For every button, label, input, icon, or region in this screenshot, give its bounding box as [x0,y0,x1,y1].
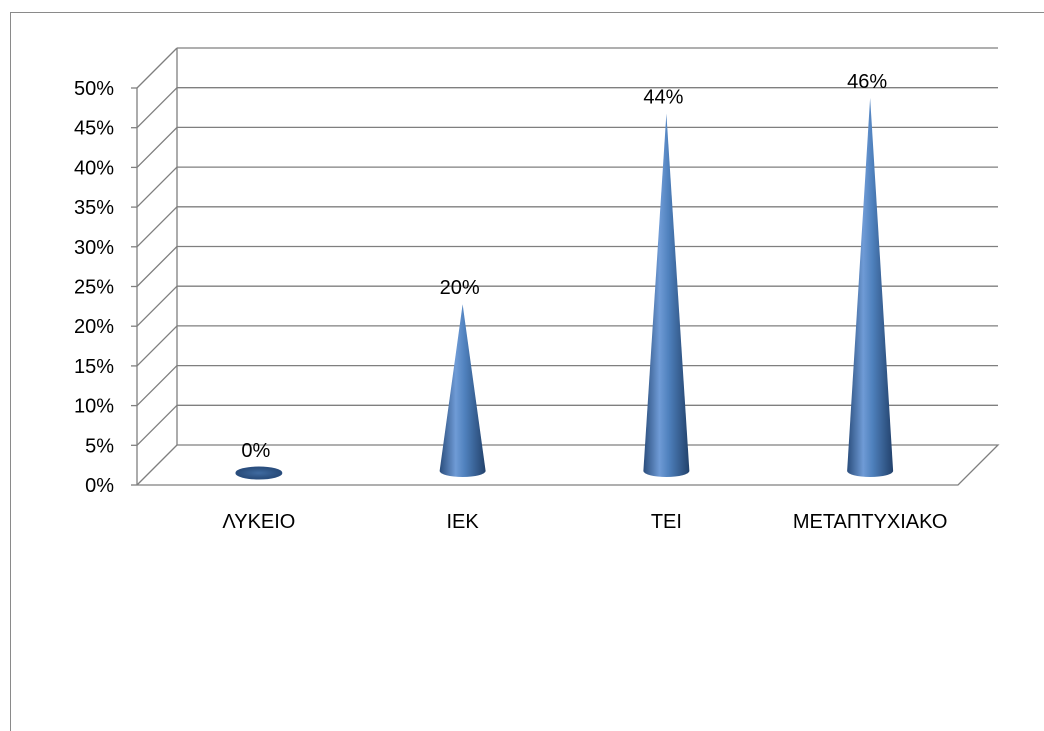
side-wall-line [136,325,178,367]
y-tick-label: 30% [74,237,114,259]
side-wall-line [136,87,178,129]
x-category-label: ΜΕΤΑΠΤΥΧΙΑΚΟ [793,511,948,533]
cone-bar [439,304,486,477]
y-tick-label: 40% [74,157,114,179]
y-tick-label: 45% [74,118,114,140]
x-category-label: ΙΕΚ [447,511,480,533]
side-wall-line [136,246,178,287]
data-label: 0% [241,440,270,462]
x-category-label: ΛΥΚΕΙΟ [222,511,295,533]
cone-bar [643,113,690,477]
cone-bar [847,97,894,477]
side-wall-line [136,444,178,486]
y-tick-label: 50% [74,78,114,100]
side-wall-line [136,404,178,446]
y-tick-label: 0% [85,475,114,497]
side-wall-line [136,206,178,248]
y-tick-label: 20% [74,316,114,338]
side-wall-line [136,365,178,407]
data-label: 20% [440,277,480,299]
y-tick-label: 10% [74,396,114,418]
chart-frame [10,12,1044,731]
side-wall-line [136,166,178,208]
side-wall-line [136,47,178,89]
data-label: 44% [643,87,683,109]
cone-bar [235,466,283,480]
data-labels: 0% 20% 44% 46% [241,71,887,462]
y-tick-label: 15% [74,356,114,378]
axes [131,48,1000,486]
side-wall-line [136,126,178,168]
y-tick-label: 35% [74,197,114,219]
side-wall-line [136,285,178,327]
x-axis-category-labels: ΛΥΚΕΙΟ ΙΕΚ ΤΕΙ ΜΕΤΑΠΤΥΧΙΑΚΟ [222,511,947,533]
x-category-label: ΤΕΙ [651,511,682,533]
bars [235,97,894,480]
data-label: 46% [847,71,887,93]
y-tick-label: 25% [74,277,114,299]
y-axis-tick-labels: 0% 5% 10% 15% 20% 25% 30% 35% 40% 45% 50% [74,78,114,497]
y-tick-label: 5% [85,435,114,457]
chart-floor [137,444,1000,486]
